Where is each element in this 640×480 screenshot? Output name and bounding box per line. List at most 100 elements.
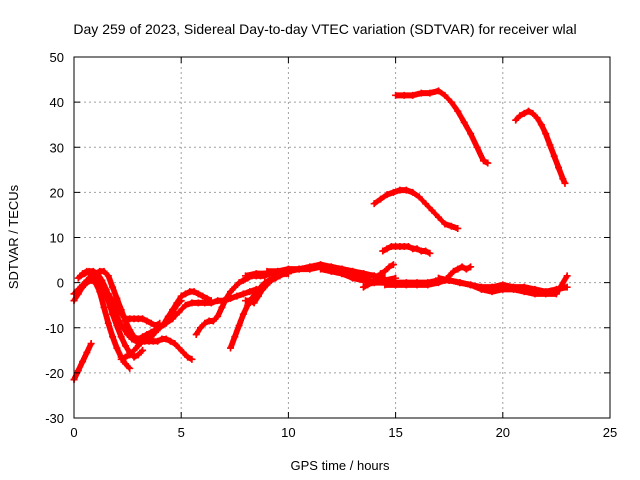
data-point [130, 353, 138, 361]
data-point [537, 121, 545, 129]
data-point [550, 152, 558, 160]
data-point [259, 285, 267, 293]
data-point [488, 288, 496, 296]
y-axis-label: SDTVAR / TECUs [6, 184, 21, 289]
data-point [79, 281, 87, 289]
data-point [417, 89, 425, 97]
data-point [175, 308, 183, 316]
data-point [434, 274, 442, 282]
data-point [175, 344, 183, 352]
data-point [563, 272, 571, 280]
data-point [250, 299, 258, 307]
data-point [214, 312, 222, 320]
data-point [134, 351, 142, 359]
data-point [252, 270, 260, 278]
x-tick-label: 25 [603, 425, 617, 440]
y-tick-label: 40 [50, 95, 64, 110]
data-point [126, 351, 134, 359]
data-point [235, 279, 243, 287]
data-point [383, 245, 391, 253]
data-point [267, 276, 275, 284]
data-point [119, 324, 127, 332]
data-point [263, 267, 271, 275]
data-point [520, 288, 528, 296]
data-point [83, 276, 91, 284]
data-point [563, 283, 571, 291]
data-point [542, 130, 550, 138]
data-point [415, 193, 423, 201]
data-point [242, 272, 250, 280]
data-point [467, 281, 475, 289]
data-point [113, 344, 121, 352]
data-point [100, 303, 108, 311]
y-tick-label: -10 [45, 321, 64, 336]
data-point [447, 222, 455, 230]
data-point [117, 333, 125, 341]
data-point [462, 265, 470, 273]
data-point [409, 91, 417, 99]
data-point [400, 91, 408, 99]
series-s19 [370, 186, 462, 232]
data-point [306, 263, 314, 271]
data-point [467, 130, 475, 138]
data-point [254, 292, 262, 300]
data-point [426, 89, 434, 97]
data-point [184, 353, 192, 361]
data-point [385, 263, 393, 271]
data-point [227, 344, 235, 352]
x-axis-label: GPS time / hours [291, 458, 390, 473]
data-point [143, 317, 151, 325]
data-point [207, 299, 215, 307]
data-point [134, 342, 142, 350]
data-point [402, 281, 410, 289]
data-point [480, 157, 488, 165]
data-point [171, 340, 179, 348]
data-point [272, 274, 280, 282]
data-point [441, 91, 449, 99]
data-point [83, 349, 91, 357]
data-point [79, 270, 87, 278]
series-s20 [392, 87, 492, 167]
data-point [377, 195, 385, 203]
data-point [79, 358, 87, 366]
data-point [428, 206, 436, 214]
data-point [139, 337, 147, 345]
data-point [422, 247, 430, 255]
data-point [409, 188, 417, 196]
data-point [162, 335, 170, 343]
data-point [227, 288, 235, 296]
data-point [192, 331, 200, 339]
data-point [194, 299, 202, 307]
data-point [188, 299, 196, 307]
data-point [194, 290, 202, 298]
data-point [389, 188, 397, 196]
series-markers [371, 187, 461, 232]
y-tick-label: -30 [45, 411, 64, 426]
data-point [147, 333, 155, 341]
data-point [531, 290, 539, 298]
data-point [196, 324, 204, 332]
data-point [284, 265, 292, 273]
series-s22 [445, 272, 571, 298]
data-point [424, 281, 432, 289]
data-point [181, 301, 189, 309]
data-point [413, 245, 421, 253]
data-point [143, 335, 151, 343]
data-point [139, 346, 147, 354]
data-point [413, 281, 421, 289]
y-tick-label: 30 [50, 140, 64, 155]
data-point [126, 326, 134, 334]
data-point [327, 267, 335, 275]
data-point [121, 353, 129, 361]
data-point [396, 186, 404, 194]
data-point [100, 267, 108, 275]
data-point [169, 315, 177, 323]
data-layer [70, 87, 571, 384]
data-point [231, 283, 239, 291]
data-point [130, 346, 138, 354]
data-point [392, 281, 400, 289]
data-point [201, 319, 209, 327]
series-s11 [242, 270, 292, 307]
data-point [177, 292, 185, 300]
